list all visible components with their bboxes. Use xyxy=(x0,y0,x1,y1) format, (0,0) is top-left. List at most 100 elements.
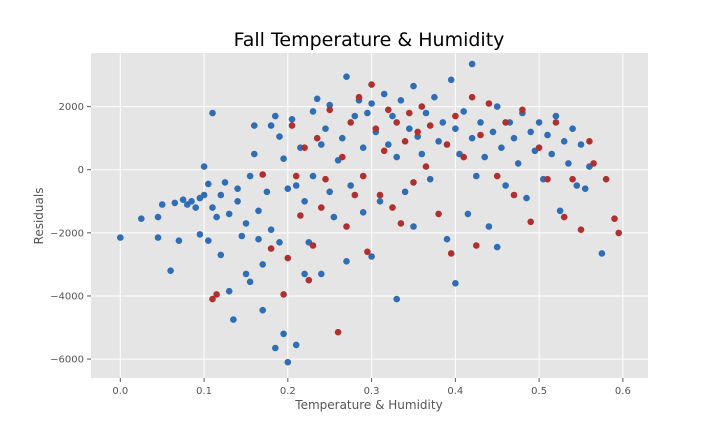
scatter-point xyxy=(397,97,405,104)
x-tick-label: 0.3 xyxy=(364,386,380,397)
scatter-point xyxy=(393,153,401,161)
scatter-point xyxy=(343,258,350,265)
scatter-point xyxy=(154,234,162,241)
scatter-point xyxy=(548,150,555,158)
scatter-point xyxy=(301,198,308,205)
scatter-point xyxy=(364,248,371,256)
scatter-point xyxy=(347,182,355,189)
scatter-point xyxy=(368,253,375,260)
scatter-point xyxy=(493,172,501,180)
scatter-point xyxy=(431,93,438,101)
scatter-point xyxy=(301,144,308,151)
scatter-point xyxy=(464,210,472,218)
x-tick-label: 0.1 xyxy=(196,386,212,397)
scatter-point xyxy=(205,237,212,244)
scatter-point xyxy=(251,150,258,158)
y-axis-ticks: −6000 −4000 −2000 0 2000 xyxy=(50,102,91,366)
scatter-point xyxy=(234,198,241,205)
data-points xyxy=(117,60,622,366)
scatter-point xyxy=(544,131,551,139)
scatter-point xyxy=(288,116,296,123)
scatter-point xyxy=(326,101,334,109)
scatter-point xyxy=(493,103,501,110)
scatter-point xyxy=(309,108,317,115)
scatter-point xyxy=(397,220,405,227)
scatter-point xyxy=(280,330,287,338)
scatter-point xyxy=(313,95,321,103)
scatter-point xyxy=(385,106,392,114)
scatter-point xyxy=(380,90,388,98)
scatter-point xyxy=(422,163,430,170)
scatter-point xyxy=(217,191,225,199)
scatter-point xyxy=(276,239,283,246)
scatter-point xyxy=(192,204,199,211)
scatter-point xyxy=(452,112,459,120)
scatter-point xyxy=(138,215,145,222)
scatter-point xyxy=(359,144,367,151)
scatter-point xyxy=(552,112,560,120)
scatter-point xyxy=(418,150,426,158)
scatter-point xyxy=(188,198,195,205)
scatter-point xyxy=(389,204,396,211)
x-tick-label: 0.6 xyxy=(615,386,631,397)
scatter-point xyxy=(527,218,534,226)
scatter-point xyxy=(284,358,292,366)
scatter-point xyxy=(414,128,422,136)
scatter-point xyxy=(368,100,375,107)
scatter-point xyxy=(443,141,451,148)
scatter-point xyxy=(267,122,275,129)
scatter-point xyxy=(422,109,430,117)
scatter-point xyxy=(209,295,216,303)
scatter-point xyxy=(510,191,518,199)
scatter-point xyxy=(209,109,216,117)
scatter-point xyxy=(326,106,334,114)
scatter-point xyxy=(460,108,468,115)
scatter-point xyxy=(301,270,308,278)
scatter-point xyxy=(213,291,220,298)
scatter-point xyxy=(347,119,355,126)
scatter-point xyxy=(364,109,371,117)
scatter-point xyxy=(205,180,212,188)
scatter-point xyxy=(468,93,476,101)
scatter-point xyxy=(556,207,564,215)
scatter-point xyxy=(376,191,384,199)
scatter-point xyxy=(560,213,568,221)
scatter-point xyxy=(510,134,518,142)
x-tick-label: 0.2 xyxy=(280,386,296,397)
scatter-point xyxy=(230,316,237,323)
scatter-point xyxy=(284,254,292,262)
scatter-point xyxy=(573,182,581,189)
scatter-point xyxy=(313,134,321,142)
scatter-point xyxy=(590,160,597,167)
scatter-point xyxy=(267,226,275,233)
scatter-point xyxy=(393,295,401,303)
scatter-point xyxy=(435,138,442,145)
scatter-point xyxy=(322,125,329,132)
scatter-point xyxy=(305,276,313,284)
scatter-point xyxy=(569,175,576,183)
scatter-point xyxy=(523,194,530,202)
scatter-point xyxy=(280,155,287,162)
scatter-point xyxy=(389,112,396,120)
scatter-point xyxy=(426,175,434,183)
scatter-point xyxy=(560,138,568,145)
scatter-point xyxy=(519,106,526,114)
scatter-point xyxy=(343,223,350,230)
scatter-point xyxy=(355,93,363,101)
scatter-point xyxy=(602,175,610,183)
scatter-point xyxy=(473,172,480,180)
scatter-point xyxy=(292,341,300,349)
scatter-point xyxy=(292,172,300,180)
scatter-point xyxy=(167,267,174,275)
scatter-point xyxy=(272,112,279,120)
scatter-point xyxy=(611,215,618,222)
scatter-point xyxy=(255,235,262,243)
scatter-point xyxy=(439,119,447,126)
scatter-point xyxy=(255,207,262,215)
y-tick-label: 0 xyxy=(78,165,84,176)
scatter-point xyxy=(410,179,417,186)
scatter-point xyxy=(577,141,585,148)
scatter-point xyxy=(401,188,409,196)
